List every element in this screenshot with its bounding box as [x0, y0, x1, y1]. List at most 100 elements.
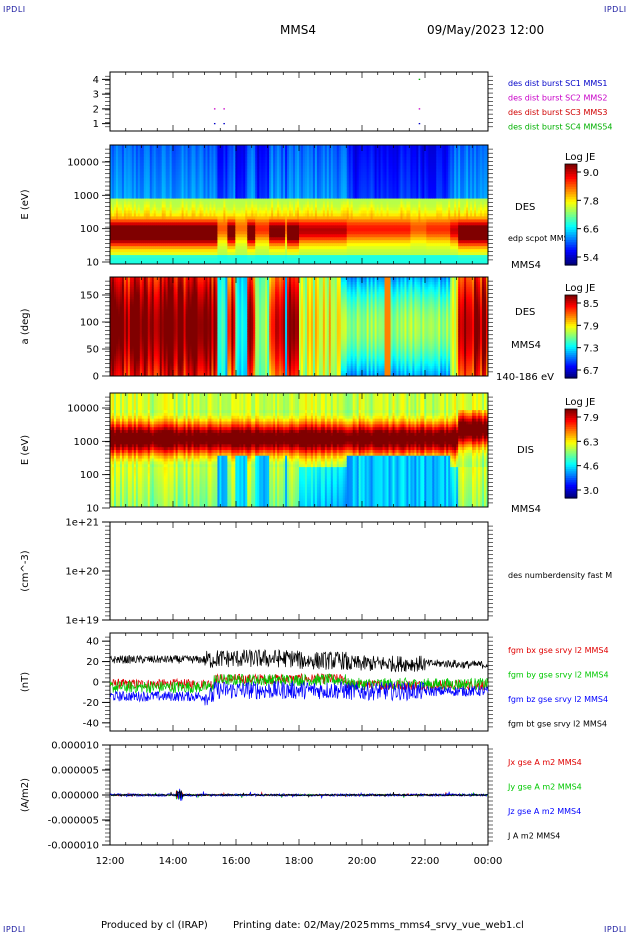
des-energy-heatmap-cell	[267, 177, 270, 182]
des-energy-heatmap-cell	[197, 237, 201, 241]
des-energy-heatmap-cell	[145, 243, 149, 247]
des-energy-heatmap-cell	[233, 234, 236, 238]
des-energy-heatmap-cell	[261, 219, 264, 223]
des-energy-heatmap-cell	[129, 216, 133, 220]
des-energy-heatmap-cell	[141, 192, 145, 197]
des-energy-heatmap-cell	[251, 153, 254, 158]
des-energy-heatmap-cell	[277, 216, 280, 220]
des-energy-heatmap-cell	[173, 201, 177, 206]
des-energy-heatmap-cell	[259, 228, 262, 232]
des-energy-heatmap-cell	[217, 183, 220, 188]
des-energy-heatmap-cell	[291, 195, 294, 200]
des-energy-heatmap-cell	[225, 147, 228, 152]
des-energy-heatmap-cell	[169, 252, 173, 256]
des-energy-heatmap-cell	[165, 156, 169, 161]
des-energy-heatmap-cell	[131, 228, 135, 232]
des-energy-heatmap-cell	[205, 255, 208, 259]
des-energy-heatmap-cell	[159, 145, 163, 149]
des-energy-heatmap-cell	[219, 171, 222, 176]
des-energy-heatmap-cell	[111, 231, 115, 235]
des-energy-heatmap-cell	[241, 258, 244, 262]
des-energy-heatmap-cell	[179, 180, 183, 185]
des-energy-heatmap-cell	[135, 145, 139, 149]
des-energy-heatmap-cell	[127, 171, 131, 176]
des-energy-heatmap-cell	[199, 174, 203, 179]
des-energy-heatmap-cell	[257, 255, 260, 259]
des-energy-heatmap-cell	[223, 207, 226, 211]
des-energy-heatmap-cell	[149, 165, 153, 170]
des-energy-heatmap-cell	[110, 186, 113, 191]
des-energy-heatmap-cell	[161, 228, 165, 232]
des-energy-heatmap-cell	[147, 180, 151, 185]
des-energy-heatmap-cell	[237, 213, 240, 217]
des-energy-heatmap-cell	[141, 231, 145, 235]
des-energy-heatmap-cell	[131, 145, 135, 149]
des-energy-heatmap-cell	[203, 159, 206, 164]
des-energy-heatmap-cell	[265, 246, 268, 250]
des-energy-heatmap-cell	[237, 234, 240, 238]
des-energy-heatmap-cell	[281, 162, 284, 167]
des-energy-heatmap-cell	[149, 222, 153, 226]
des-energy-heatmap-cell	[295, 162, 298, 167]
des-energy-heatmap-cell	[221, 165, 224, 170]
des-energy-heatmap-cell	[153, 174, 157, 179]
des-energy-heatmap-cell	[147, 145, 151, 149]
des-energy-heatmap-cell	[291, 252, 294, 256]
des-energy-heatmap-cell	[177, 156, 181, 161]
des-energy-heatmap-cell	[291, 192, 294, 197]
des-energy-heatmap-cell	[167, 213, 171, 217]
des-energy-heatmap-cell	[177, 240, 181, 244]
des-energy-heatmap-cell	[287, 165, 290, 170]
des-energy-heatmap-cell	[179, 243, 183, 247]
des-energy-heatmap-cell	[217, 216, 220, 220]
des-energy-heatmap-cell	[285, 243, 288, 247]
des-energy-heatmap-cell	[275, 198, 278, 203]
des-energy-heatmap-cell	[237, 201, 240, 206]
des-energy-heatmap-cell	[133, 261, 137, 265]
des-energy-heatmap-cell	[263, 240, 266, 244]
des-energy-heatmap-cell	[213, 237, 216, 241]
des-energy-heatmap-cell	[129, 204, 133, 208]
des-energy-heatmap-cell	[171, 156, 175, 161]
des-energy-heatmap-cell	[193, 180, 197, 185]
des-energy-heatmap-cell	[205, 225, 208, 229]
des-energy-heatmap-cell	[249, 145, 252, 149]
des-energy-heatmap-cell	[157, 162, 161, 167]
des-energy-heatmap-cell	[167, 204, 171, 208]
des-energy-heatmap-cell	[237, 249, 240, 253]
des-energy-heatmap-cell	[193, 207, 197, 211]
des-energy-heatmap-cell	[177, 165, 181, 170]
des-energy-heatmap-cell	[135, 156, 139, 161]
des-energy-heatmap-cell	[245, 228, 248, 232]
des-energy-heatmap-cell	[169, 145, 173, 149]
des-energy-heatmap-cell	[191, 258, 195, 262]
des-energy-heatmap-cell	[131, 204, 135, 208]
des-energy-heatmap-cell	[165, 174, 169, 179]
des-energy-heatmap-cell	[267, 237, 270, 241]
des-energy-heatmap-cell	[205, 261, 208, 265]
des-energy-heatmap-cell	[169, 201, 173, 206]
des-energy-heatmap-cell	[167, 153, 171, 158]
des-energy-heatmap-cell	[127, 174, 131, 179]
des-energy-heatmap-cell	[217, 145, 220, 149]
des-energy-heatmap-cell	[203, 165, 206, 170]
des-energy-heatmap-cell	[157, 237, 161, 241]
des-energy-heatmap-cell	[227, 198, 230, 203]
des-energy-heatmap-cell	[127, 159, 131, 164]
des-energy-heatmap-cell	[289, 153, 292, 158]
des-energy-heatmap-cell	[129, 177, 133, 182]
des-energy-heatmap-cell	[133, 228, 137, 232]
des-energy-heatmap-cell	[111, 147, 115, 152]
des-energy-heatmap-cell	[119, 183, 123, 188]
des-energy-heatmap-cell	[231, 195, 234, 200]
des-energy-heatmap-cell	[215, 237, 218, 241]
des-energy-heatmap-cell	[269, 195, 272, 200]
des-energy-heatmap-cell	[205, 204, 208, 208]
des-energy-heatmap-cell	[203, 156, 206, 161]
des-energy-heatmap-cell	[283, 225, 286, 229]
des-energy-heatmap-cell	[165, 183, 169, 188]
des-energy-heatmap-cell	[113, 204, 117, 208]
des-energy-heatmap-cell	[215, 171, 218, 176]
des-energy-heatmap-cell	[271, 150, 274, 155]
des-energy-heatmap-cell	[207, 183, 210, 188]
